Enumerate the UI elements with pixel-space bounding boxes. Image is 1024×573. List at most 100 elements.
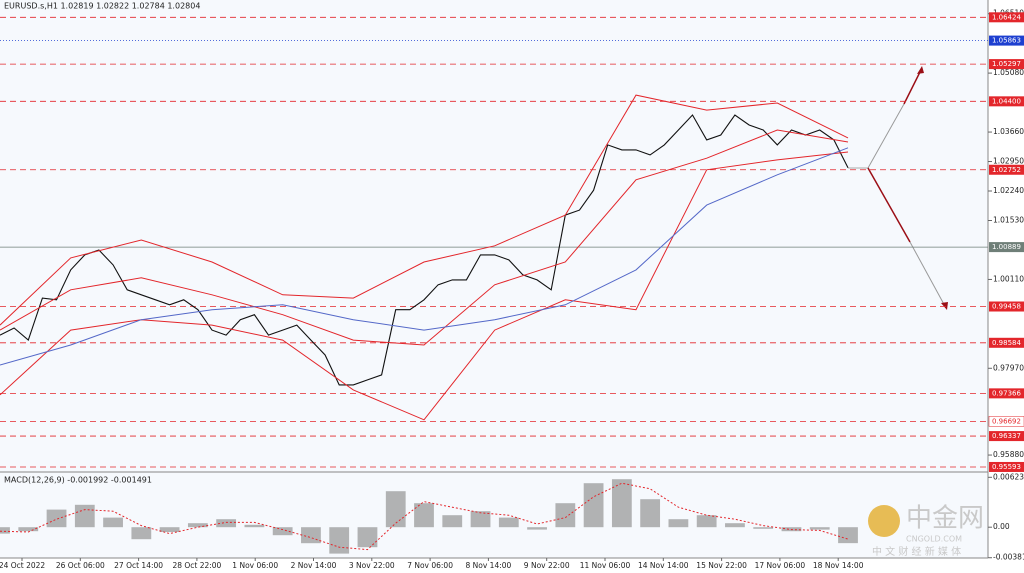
macd-bar <box>470 511 491 528</box>
macd-bar <box>555 503 576 528</box>
macd-bar <box>187 523 208 528</box>
level-label: 0.96692 <box>992 417 1021 425</box>
arrow-down <box>867 167 911 243</box>
level-label: 1.05863 <box>992 37 1021 45</box>
x-tick-label: 18 Nov 14:00 <box>813 561 864 570</box>
x-tick-label: 11 Nov 06:00 <box>580 561 631 570</box>
arrow-up-head <box>917 66 924 74</box>
macd-bar <box>18 527 39 532</box>
signal-line <box>0 482 849 551</box>
y-tick-label: -0.003816 <box>993 553 1024 562</box>
watermark-logo <box>868 505 900 537</box>
macd-bar <box>301 527 321 544</box>
level-label-bg <box>989 431 1024 442</box>
level-label-bg <box>989 301 1024 312</box>
y-tick-label: 1.03660 <box>993 127 1024 136</box>
x-tick-label: 3 Nov 22:00 <box>349 561 395 570</box>
indicator-line <box>0 94 849 326</box>
watermark-brand: 中金网 <box>906 504 984 534</box>
level-label: 0.99458 <box>992 303 1021 311</box>
macd-bar <box>838 527 858 544</box>
level-label: 1.05297 <box>992 60 1021 68</box>
level-label-bg <box>989 12 1024 23</box>
y-tick-label: 1.02240 <box>993 186 1024 195</box>
level-label: 0.98584 <box>992 339 1021 347</box>
x-tick-label: 15 Nov 22:00 <box>696 561 747 570</box>
macd-bar <box>272 527 293 536</box>
y-tick-label: 0.006236 <box>993 472 1024 481</box>
watermark: 中金网 CNGOLD.COM 中 文 财 经 新 媒 体 <box>868 504 984 558</box>
projection-arrows <box>848 66 948 310</box>
x-tick-label: 14 Nov 14:00 <box>638 561 689 570</box>
level-label-bg <box>988 416 1024 427</box>
plot-background <box>0 0 988 558</box>
level-label-bg <box>989 242 1024 253</box>
watermark-tagline: 中 文 财 经 新 媒 体 <box>872 545 961 558</box>
arrow-down-tail <box>909 241 947 309</box>
macd-bar <box>498 517 519 528</box>
macd-bar <box>668 519 689 528</box>
macd-bar <box>809 527 830 530</box>
level-label: 0.97366 <box>992 389 1021 397</box>
y-tick-label: 0.00 <box>993 522 1010 531</box>
macd-bar <box>611 479 632 528</box>
macd-bar <box>640 499 661 528</box>
level-label-bg <box>989 337 1024 348</box>
x-tick-label: 9 Nov 22:00 <box>524 561 570 570</box>
watermark-site: CNGOLD.COM <box>906 535 962 544</box>
macd-bar <box>131 527 152 540</box>
x-tick-label: 24 Oct 2022 <box>0 561 45 570</box>
macd-bar <box>442 515 463 528</box>
x-tick-label: 27 Oct 14:00 <box>114 561 163 570</box>
macd-bar <box>0 527 10 534</box>
y-tick-label: 0.97970 <box>993 363 1024 372</box>
indicator-line <box>0 129 849 346</box>
macd-bar <box>696 515 717 528</box>
level-label-bg <box>989 164 1024 175</box>
macd-bar <box>385 491 406 528</box>
x-tick-label: 7 Nov 06:00 <box>407 561 453 570</box>
y-tick-label: 1.05080 <box>993 68 1024 77</box>
macd-bar <box>46 509 67 528</box>
level-label: 1.04400 <box>992 97 1021 105</box>
price-line <box>0 114 849 386</box>
level-label: 0.95593 <box>992 463 1021 471</box>
y-tick-label: 1.02950 <box>993 157 1024 166</box>
level-label-bg <box>989 461 1024 472</box>
macd-bar <box>753 527 774 529</box>
level-label: 0.96337 <box>992 432 1021 440</box>
level-label: 1.00889 <box>992 243 1021 251</box>
y-tick-label: 1.00110 <box>993 274 1024 283</box>
arrow-up-base <box>867 103 905 169</box>
level-label: 1.06424 <box>992 13 1021 21</box>
y-tick-label: 0.95880 <box>993 450 1024 459</box>
macd-bar <box>414 503 434 528</box>
level-label-bg <box>989 59 1024 70</box>
x-tick-label: 2 Nov 14:00 <box>291 561 337 570</box>
macd-bar <box>74 504 95 528</box>
level-label: 1.02752 <box>992 166 1021 174</box>
level-label-bg <box>989 35 1024 46</box>
indicator-line <box>0 147 849 366</box>
level-label-bg <box>989 388 1024 399</box>
x-tick-label: 8 Nov 14:00 <box>466 561 512 570</box>
macd-bar <box>527 527 547 530</box>
macd-bar <box>103 517 123 528</box>
macd-bar <box>244 524 265 528</box>
arrow-up <box>903 67 923 105</box>
y-tick-label: 1.01530 <box>993 215 1024 224</box>
macd-bar <box>725 523 745 528</box>
level-label-bg <box>989 96 1024 107</box>
macd-bar <box>357 527 378 548</box>
x-tick-label: 17 Nov 06:00 <box>755 561 806 570</box>
macd-bar <box>329 527 350 554</box>
x-tick-label: 28 Oct 22:00 <box>172 561 221 570</box>
symbol-header: EURUSD.s,H1 1.02819 1.02822 1.02784 1.02… <box>4 2 200 11</box>
macd-bar <box>159 527 180 532</box>
macd-header: MACD(12,26,9) -0.001992 -0.001491 <box>4 476 152 485</box>
x-tick-label: 1 Nov 06:00 <box>232 561 278 570</box>
x-tick-label: 26 Oct 06:00 <box>56 561 105 570</box>
arrow-down-head <box>941 302 948 310</box>
macd-bar <box>583 483 604 528</box>
